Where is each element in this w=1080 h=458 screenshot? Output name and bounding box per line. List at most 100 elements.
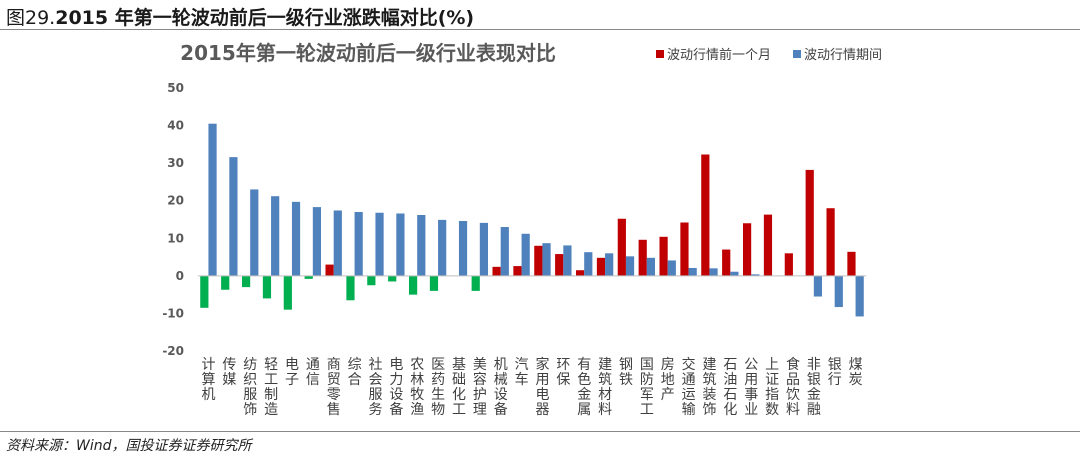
bar-before	[262, 275, 272, 299]
x-category-char: 交	[682, 356, 696, 373]
x-category-char: 产	[661, 387, 675, 403]
x-category-char: 零	[327, 387, 341, 403]
x-category-label: 钢铁	[619, 357, 633, 388]
bar-before	[701, 154, 710, 276]
x-category-char: 算	[201, 372, 215, 388]
bar-before	[826, 208, 835, 276]
x-category-char: 设	[494, 387, 508, 403]
x-category-char: 保	[556, 372, 570, 388]
x-category-char: 理	[473, 402, 487, 418]
bar-during	[688, 267, 697, 276]
x-category-char: 输	[682, 402, 696, 418]
y-tick-label: 40	[167, 119, 184, 133]
x-category-char: 造	[264, 402, 278, 418]
bar-during	[751, 274, 760, 276]
x-category-char: 金	[807, 387, 821, 403]
x-category-char: 金	[577, 387, 591, 403]
x-category-char: 计	[201, 357, 215, 373]
x-category-char: 家	[535, 356, 549, 373]
x-category-label: 汽车	[515, 357, 529, 388]
bar-before	[555, 254, 564, 276]
bar-before	[429, 275, 439, 291]
x-category-char: 用	[535, 372, 549, 388]
x-category-char: 商	[327, 357, 341, 373]
bar-before	[492, 266, 501, 276]
x-category-char: 信	[306, 372, 320, 388]
x-category-char: 事	[744, 387, 758, 403]
bar-during	[813, 275, 823, 297]
legend-label-before: 波动行情前一个月	[667, 47, 771, 63]
bar-during	[625, 256, 635, 276]
x-category-char: 石	[723, 357, 737, 373]
x-category-char: 用	[744, 372, 758, 388]
chart-legend: 波动行情前一个月 波动行情期间	[656, 47, 882, 63]
x-category-char: 料	[598, 402, 612, 418]
bar-before	[659, 236, 668, 276]
x-category-char: 子	[285, 372, 299, 388]
x-category-char: 钢	[619, 357, 633, 373]
x-category-char: 化	[452, 387, 466, 403]
bar-during	[834, 275, 843, 308]
x-category-char: 器	[535, 402, 549, 418]
x-category-char: 通	[306, 357, 320, 373]
bars	[200, 123, 864, 317]
x-category-label: 综合	[348, 357, 362, 388]
bar-before	[575, 270, 585, 276]
bar-before	[388, 275, 397, 282]
x-category-char: 饰	[243, 402, 257, 418]
x-category-char: 合	[348, 372, 362, 388]
x-category-char: 农	[410, 357, 424, 373]
x-category-char: 数	[765, 402, 779, 418]
x-category-char: 有	[577, 357, 591, 373]
bar-before	[408, 275, 418, 295]
bar-before	[617, 218, 626, 276]
x-category-char: 属	[577, 402, 591, 418]
x-category-label: 计算机	[201, 357, 215, 403]
x-category-char: 指	[765, 387, 779, 403]
bar-during	[709, 268, 718, 276]
bar-before	[805, 169, 814, 276]
x-category-char: 售	[327, 402, 341, 418]
x-category-char: 装	[702, 387, 716, 403]
x-category-char: 炭	[849, 372, 863, 388]
bar-before	[200, 275, 209, 308]
bar-during	[396, 213, 405, 276]
x-category-char: 工	[452, 402, 466, 418]
x-category-char: 社	[368, 357, 382, 373]
bar-during	[438, 219, 447, 276]
x-category-char: 服	[368, 387, 382, 403]
x-category-char: 工	[640, 402, 654, 418]
y-tick-label: 20	[167, 194, 184, 208]
x-category-char: 轻	[264, 357, 278, 373]
x-category-char: 融	[807, 402, 821, 418]
bar-during	[563, 245, 572, 276]
x-category-char: 牧	[410, 387, 424, 403]
bar-before	[221, 275, 230, 290]
x-category-label: 通信	[306, 357, 320, 388]
x-category-char: 制	[264, 387, 278, 403]
x-category-char: 地	[661, 372, 675, 388]
x-category-char: 电	[389, 357, 403, 373]
bar-during	[479, 222, 489, 276]
x-category-char: 饮	[786, 387, 800, 403]
bar-before	[847, 251, 856, 276]
x-category-char: 基	[452, 356, 466, 373]
bar-during	[855, 275, 864, 317]
bar-during	[312, 207, 322, 276]
x-category-char: 房	[661, 357, 675, 373]
bar-before	[596, 257, 606, 276]
x-category-label: 环保	[556, 357, 570, 388]
bar-during	[417, 214, 426, 276]
x-category-char: 媒	[222, 372, 236, 388]
bar-before	[513, 266, 522, 276]
bar-during	[354, 211, 363, 276]
x-category-char: 银	[828, 357, 842, 373]
